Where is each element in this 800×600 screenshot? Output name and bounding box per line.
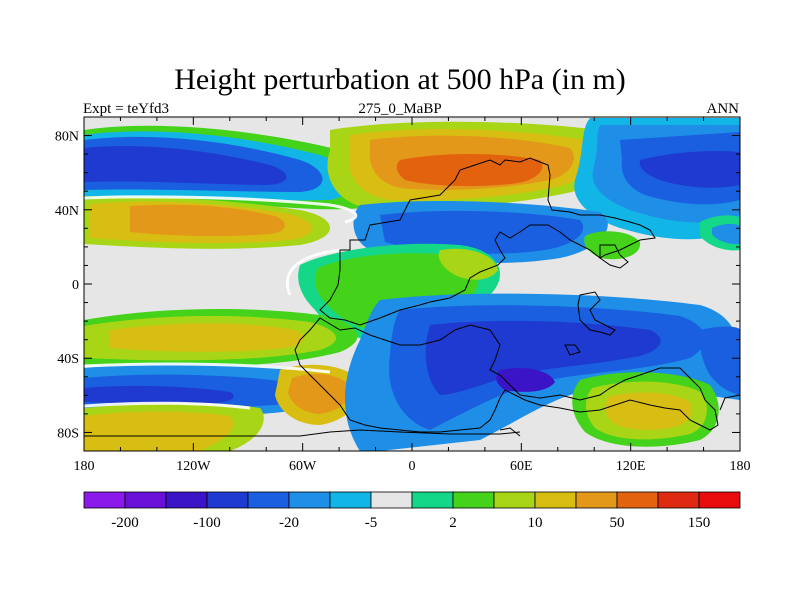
colorbar-swatch <box>616 491 659 509</box>
colorbar-swatch <box>329 491 372 509</box>
colorbar-swatch <box>698 491 741 509</box>
colorbar <box>83 491 741 509</box>
experiment-label: Expt = teYfd3 <box>83 101 169 117</box>
colorbar-label: 2 <box>449 515 457 531</box>
season-label: ANN <box>706 101 740 117</box>
colorbar-swatch <box>370 491 413 509</box>
colorbar-label: -20 <box>279 515 299 531</box>
colorbar-swatch <box>83 491 126 509</box>
plot-title: Height perturbation at 500 hPa (in m) <box>174 63 626 96</box>
colorbar-swatch <box>411 491 454 509</box>
colorbar-swatch <box>575 491 618 509</box>
x-tick-label: 60E <box>510 459 533 474</box>
x-tick-label: 120E <box>616 459 646 474</box>
period-label: 275_0_MaBP <box>358 101 442 117</box>
colorbar-label: 50 <box>610 515 625 531</box>
colorbar-swatch <box>165 491 208 509</box>
axis-ticks <box>83 116 741 452</box>
colorbar-label: 150 <box>688 515 711 531</box>
y-tick-label: 0 <box>72 278 79 293</box>
y-tick-label: 80N <box>55 130 79 145</box>
x-tick-label: 120W <box>176 459 211 474</box>
colorbar-swatch <box>452 491 495 509</box>
colorbar-swatch <box>534 491 577 509</box>
land-outline <box>84 157 740 437</box>
x-tick-label: 180 <box>74 459 95 474</box>
colorbar-swatch <box>206 491 249 509</box>
x-tick-label: 60W <box>289 459 317 474</box>
x-tick-label: 180 <box>730 459 751 474</box>
contour-fill <box>84 117 740 451</box>
colorbar-swatch <box>288 491 331 509</box>
colorbar-label: -200 <box>111 515 139 531</box>
colorbar-swatch <box>493 491 536 509</box>
x-tick-label: 0 <box>409 459 416 474</box>
colorbar-label: -5 <box>365 515 378 531</box>
y-axis-labels: 80N 40N 0 40S 80S <box>55 130 79 442</box>
colorbar-swatch <box>124 491 167 509</box>
colorbar-labels: -200 -100 -20 -5 2 10 50 150 <box>111 515 710 531</box>
y-tick-label: 40S <box>57 352 79 367</box>
colorbar-swatch <box>657 491 700 509</box>
y-tick-label: 80S <box>57 426 79 441</box>
colorbar-label: -100 <box>193 515 221 531</box>
colorbar-swatch <box>247 491 290 509</box>
y-tick-label: 40N <box>55 204 79 219</box>
colorbar-label: 10 <box>528 515 543 531</box>
x-axis-labels: 180 120W 60W 0 60E 120E 180 <box>74 459 751 474</box>
